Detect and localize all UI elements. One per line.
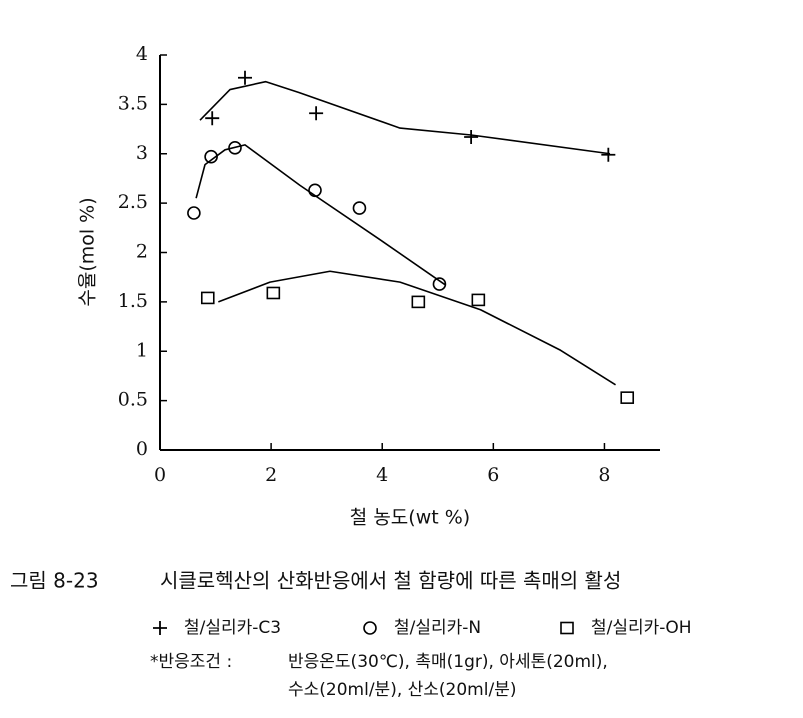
legend-label: 철/실리카-OH	[591, 618, 692, 638]
y-tick-label: 0	[136, 438, 148, 460]
x-tick-label: 8	[598, 464, 610, 486]
marker	[411, 295, 426, 309]
y-tick-label: 1.5	[118, 290, 148, 312]
x-tick-label: 6	[487, 464, 499, 486]
marker	[187, 206, 201, 220]
y-tick-label: 3.5	[118, 92, 148, 114]
marker	[471, 293, 486, 307]
legend-marker	[153, 621, 167, 635]
caption-number: 그림 8-23	[10, 569, 99, 593]
y-tick-label: 1	[136, 339, 148, 361]
marker	[308, 183, 322, 198]
fit-curve	[195, 144, 447, 286]
legend-label: 철/실리카-N	[394, 618, 481, 638]
legend-label: 철/실리카-C3	[184, 618, 281, 638]
y-tick-label: 3	[136, 142, 148, 164]
conditions: 반응온도(30℃), 촉매(1gr), 아세톤(20ml),	[288, 652, 608, 672]
marker	[204, 149, 218, 164]
marker	[601, 147, 616, 162]
fit-curve	[199, 80, 611, 155]
y-axis-label: 수율(mol %)	[77, 197, 99, 306]
marker	[266, 286, 281, 300]
y-tick-label: 4	[136, 43, 148, 65]
y-tick-label: 2.5	[118, 191, 148, 213]
marker	[432, 277, 447, 291]
caption: 시클로헥산의 산화반응에서 철 함량에 따른 촉매의 활성	[160, 569, 621, 593]
x-tick-label: 2	[265, 464, 277, 486]
marker	[238, 70, 252, 85]
y-tick-label: 2	[136, 241, 148, 263]
x-axis-label: 철 농도(wt %)	[350, 507, 470, 529]
fit-curve	[218, 270, 616, 386]
legend-marker	[363, 621, 377, 635]
marker	[200, 291, 215, 305]
marker	[620, 391, 635, 404]
marker	[205, 111, 220, 126]
conditions-label: *반응조건 :	[150, 652, 232, 672]
marker	[309, 106, 324, 121]
marker	[228, 141, 242, 155]
marker	[352, 201, 367, 215]
x-tick-label: 4	[376, 464, 388, 486]
conditions: 수소(20ml/분), 산소(20ml/분)	[288, 680, 516, 700]
x-tick-label: 0	[154, 464, 166, 486]
legend-marker	[560, 621, 574, 635]
marker	[464, 129, 479, 144]
y-tick-label: 0.5	[118, 389, 148, 411]
